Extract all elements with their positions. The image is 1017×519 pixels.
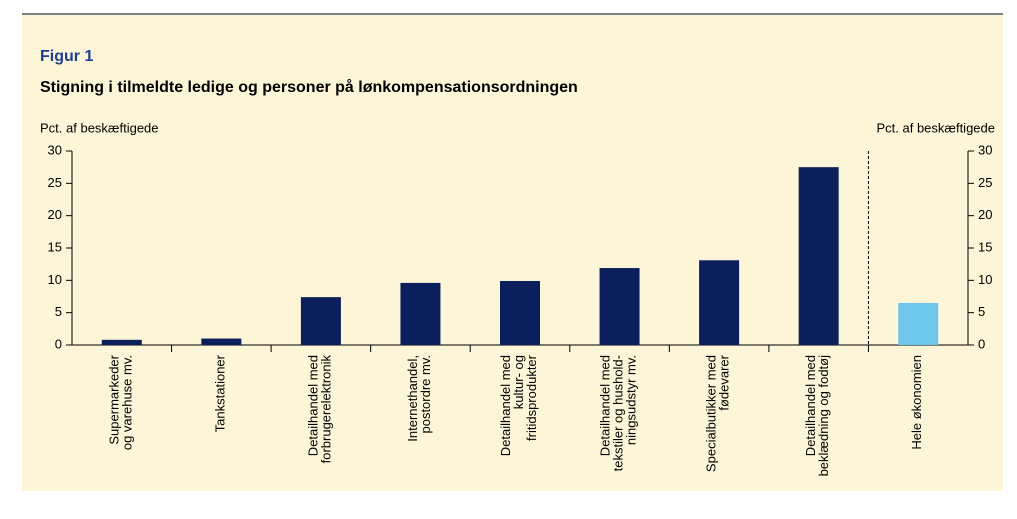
y-tick-label: 25 [48,175,62,190]
y2-axis-label: Pct. af beskæftigede [876,120,995,135]
x-tick-label: Specialbutikker medfødevarer [704,354,732,472]
y-axis-label: Pct. af beskæftigede [40,120,159,135]
y-tick-label: 30 [48,142,62,157]
y2-tick-label: 20 [978,207,992,222]
y-tick-label: 20 [48,207,62,222]
y-tick-label: 15 [48,239,62,254]
x-tick-label: Tankstationer [213,354,228,432]
x-tick-label: Hele økonomien [910,355,925,450]
chart-subtitle: Stigning i tilmeldte ledige og personer … [40,78,578,96]
bar [898,302,939,345]
chart-panel [22,15,1003,491]
bar [400,282,441,345]
y-tick-label: 5 [55,304,62,319]
y2-tick-label: 30 [978,142,992,157]
bar [599,268,640,345]
x-tick-label: Detailhandel medbeklædning og fodtøj [804,355,832,477]
y2-tick-label: 15 [978,239,992,254]
x-tick-label: Supermarkederog varehuse mv. [107,354,135,450]
y-tick-label: 0 [55,336,62,351]
bar [201,338,242,345]
bar [300,297,341,345]
y2-tick-label: 25 [978,175,992,190]
x-tick-label: Detailhandel medtekstiler og hushold-nin… [598,355,639,471]
bar [798,167,839,345]
y-tick-label: 10 [48,272,62,287]
x-tick-label: Internethandel,postordre mv. [405,355,433,442]
bar [500,280,540,345]
bar [699,260,740,345]
y2-tick-label: 0 [978,336,985,351]
y2-tick-label: 5 [978,304,985,319]
x-tick-label: Detailhandel medforbrugerelektronik [306,355,334,464]
bar [101,339,142,345]
chart-title: Figur 1 [40,48,93,65]
x-tick-label: Detailhandel medkultur- ogfritidsprodukt… [498,354,539,456]
y2-tick-label: 10 [978,272,992,287]
